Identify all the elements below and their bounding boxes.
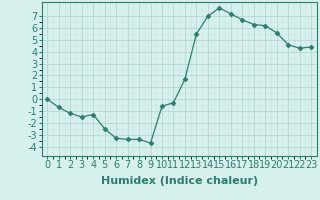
- X-axis label: Humidex (Indice chaleur): Humidex (Indice chaleur): [100, 176, 258, 186]
